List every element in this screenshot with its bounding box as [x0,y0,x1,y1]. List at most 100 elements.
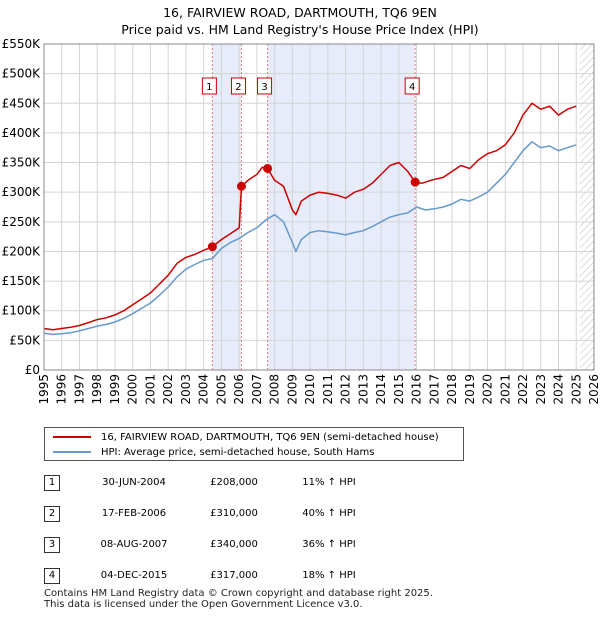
legend-label-hpi: HPI: Average price, semi-detached house,… [101,446,375,458]
transaction-hpi-change: 18% ↑ HPI [302,570,356,581]
x-tick-label: 2018 [445,374,459,405]
x-tick-label: 2005 [214,374,228,405]
x-tick-label: 2020 [481,374,495,405]
y-tick-label: £0 [25,363,40,377]
plot-frame [43,43,595,371]
y-tick-label: £450K [2,96,42,110]
marker-label: 1 [206,82,212,93]
marker-box [230,77,246,95]
marker-label: 3 [261,82,267,93]
x-tick-label: 1999 [108,374,122,405]
transaction-number: 4 [44,568,60,584]
shaded-period [212,44,242,370]
legend-swatch-hpi [53,451,91,453]
x-tick-label: 2010 [303,374,317,405]
marker-box [404,77,420,95]
legend: 16, FAIRVIEW ROAD, DARTMOUTH, TQ6 9EN (s… [44,427,464,461]
table-row: 3 08-AUG-2007 £340,000 36% ↑ HPI [44,536,464,554]
price-chart: £0 £50K £100K £150K £200K £250K £300K £350K £400… [2,37,600,405]
x-tick-label: 2017 [427,374,441,405]
chart-title: 16, FAIRVIEW ROAD, DARTMOUTH, TQ6 9EN Pr… [0,4,600,38]
x-tick-label: 2006 [232,374,246,405]
transaction-date: 17-FEB-2006 [101,508,167,519]
shaded-period [267,44,416,370]
sale-point [263,163,273,173]
transaction-price: £208,000 [210,477,258,488]
table-row: 2 17-FEB-2006 £310,000 40% ↑ HPI [44,505,464,523]
transaction-hpi-change: 11% ↑ HPI [302,477,356,488]
marker-box [257,77,273,95]
x-tick-label: 1996 [55,374,69,405]
transaction-price: £317,000 [210,570,258,581]
transaction-marker: 1 [201,77,217,95]
marker-label: 2 [235,82,241,93]
chart-subtitle: Price paid vs. HM Land Registry's House … [121,22,479,37]
x-tick-label: 2001 [143,374,157,405]
footer-attribution: Contains HM Land Registry data © Crown c… [44,588,433,610]
footer-line-copyright: Contains HM Land Registry data © Crown c… [44,588,433,599]
sale-point [410,177,420,187]
y-tick-label: £350K [2,156,42,170]
x-tick-label: 2026 [587,374,600,405]
x-tick-label: 2024 [552,374,566,405]
y-tick-label: £500K [2,67,42,81]
footer-line-licence: This data is licensed under the Open Gov… [44,599,363,610]
transaction-marker: 3 [257,77,273,95]
transaction-date: 30-JUN-2004 [102,477,166,488]
x-tick-label: 2008 [268,374,282,405]
transaction-hpi-change: 36% ↑ HPI [302,539,356,550]
transaction-price: £310,000 [210,508,258,519]
y-tick-label: £100K [2,304,42,318]
x-tick-label: 2014 [374,374,388,405]
forecast-hatch [579,44,594,370]
marker-label: 4 [409,82,415,93]
y-tick-label: £150K [2,274,42,288]
table-row: 4 04-DEC-2015 £317,000 18% ↑ HPI [44,567,464,585]
x-tick-label: 2000 [126,374,140,405]
x-tick-label: 2003 [179,374,193,405]
y-tick-label: £400K [2,126,42,140]
y-tick-label: £200K [2,244,42,258]
transaction-number: 3 [44,537,60,553]
x-tick-label: 2022 [516,374,530,405]
hpi-series-line [43,141,577,336]
transaction-date: 08-AUG-2007 [100,539,168,550]
y-tick-label: £250K [2,215,42,229]
x-tick-label: 2016 [410,374,424,405]
sale-point [207,242,217,252]
transaction-date: 04-DEC-2015 [100,570,168,581]
x-tick-label: 2019 [463,374,477,405]
sale-point [236,181,246,191]
y-tick-label: £300K [2,185,42,199]
marker-box [201,77,217,95]
x-tick-label: 2004 [197,374,211,405]
x-tick-label: 2023 [534,374,548,405]
transaction-hpi-change: 40% ↑ HPI [302,508,356,519]
transaction-number: 1 [44,475,60,491]
legend-item-hpi: HPI: Average price, semi-detached house,… [53,445,374,459]
x-tick-label: 2013 [356,374,370,405]
transaction-number: 2 [44,506,60,522]
x-tick-label: 2021 [498,374,512,405]
x-tick-label: 2007 [250,374,264,405]
x-tick-label: 2012 [339,374,353,405]
y-tick-label: £50K [9,333,41,347]
legend-swatch-property [53,436,91,438]
chart-title-line1: 16, FAIRVIEW ROAD, DARTMOUTH, TQ6 9EN [163,5,437,20]
x-tick-label: 1997 [72,374,86,405]
legend-label-property: 16, FAIRVIEW ROAD, DARTMOUTH, TQ6 9EN (s… [101,431,439,443]
x-tick-label: 2025 [569,374,583,405]
table-row: 1 30-JUN-2004 £208,000 11% ↑ HPI [44,474,464,492]
property-series-line [43,102,577,331]
x-tick-label: 2002 [161,374,175,405]
x-tick-label: 2011 [321,374,335,405]
x-tick-label: 2015 [392,374,406,405]
transaction-marker: 2 [230,77,246,95]
x-tick-label: 1995 [37,374,51,405]
y-tick-label: £550K [2,37,42,51]
x-tick-label: 2009 [285,374,299,405]
legend-item-property: 16, FAIRVIEW ROAD, DARTMOUTH, TQ6 9EN (s… [53,430,439,444]
transaction-marker: 4 [404,77,420,95]
transaction-price: £340,000 [210,539,258,550]
x-tick-label: 1998 [90,374,104,405]
